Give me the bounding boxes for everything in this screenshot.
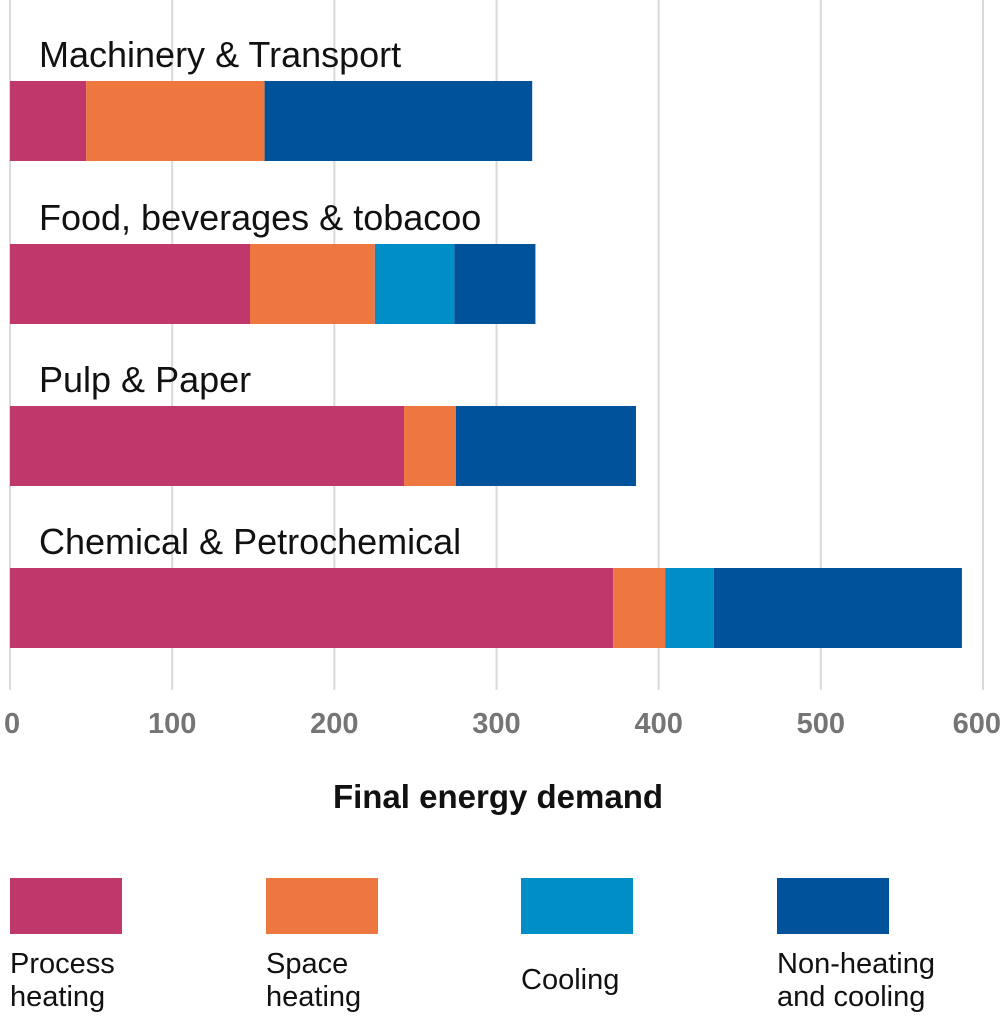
- legend-item-process-heating: Process heating: [10, 878, 240, 1014]
- legend-label: Cooling: [521, 964, 751, 997]
- legend-label-line: Cooling: [521, 964, 620, 996]
- x-tick-label: 100: [148, 708, 196, 740]
- x-tick-label: 600: [953, 708, 1001, 740]
- legend-label-line: Non-heating: [777, 948, 935, 980]
- legend-label: Process heating: [10, 948, 240, 1014]
- bar-segment: [454, 244, 536, 324]
- x-tick-label: 400: [634, 708, 682, 740]
- category-label: Pulp & Paper: [39, 359, 251, 400]
- bar-segment: [10, 406, 405, 486]
- category-label: Chemical & Petrochemical: [39, 521, 461, 562]
- x-tick-label: 300: [472, 708, 520, 740]
- stacked-bar-chart: Machinery & Transport Food, beverages & t…: [4, 0, 1001, 815]
- bar-segment: [455, 406, 636, 486]
- bar-segment: [374, 244, 455, 324]
- category-labels: Machinery & Transport Food, beverages & t…: [39, 34, 481, 562]
- legend-item-non-heating-and-cooling: Non-heating and cooling: [777, 878, 1004, 1014]
- bar-segment: [10, 81, 87, 161]
- bar-segment: [713, 568, 962, 648]
- legend-label-line: Space: [266, 948, 349, 980]
- category-label: Food, beverages & tobacoo: [39, 197, 481, 238]
- legend-label: Non-heating and cooling: [777, 948, 1004, 1014]
- legend-label-line: and cooling: [777, 981, 926, 1013]
- legend-item-cooling: Cooling: [521, 878, 751, 997]
- bars: [10, 81, 962, 648]
- legend-swatch: [521, 878, 633, 934]
- x-tick-label: 0: [4, 708, 20, 740]
- legend-label: Space heating: [266, 948, 496, 1014]
- bar-segment: [264, 81, 533, 161]
- legend-label-line: heating: [10, 981, 106, 1013]
- x-axis-title: Final energy demand: [333, 778, 663, 815]
- x-tick-labels: 0 100 200 300 400 500 600: [4, 708, 1001, 740]
- x-tick-label: 500: [797, 708, 845, 740]
- bar-segment: [10, 244, 251, 324]
- bar-segment: [86, 81, 265, 161]
- bar-segment: [613, 568, 666, 648]
- bar-segment: [404, 406, 456, 486]
- bar-segment: [665, 568, 714, 648]
- bar-segment: [250, 244, 375, 324]
- legend-swatch: [10, 878, 122, 934]
- bar-segment: [10, 568, 614, 648]
- legend-label-line: Process: [10, 948, 115, 980]
- legend-swatch: [777, 878, 889, 934]
- legend-swatch: [266, 878, 378, 934]
- category-label: Machinery & Transport: [39, 34, 401, 75]
- x-tick-label: 200: [310, 708, 358, 740]
- legend-label-line: heating: [266, 981, 362, 1013]
- legend-item-space-heating: Space heating: [266, 878, 496, 1014]
